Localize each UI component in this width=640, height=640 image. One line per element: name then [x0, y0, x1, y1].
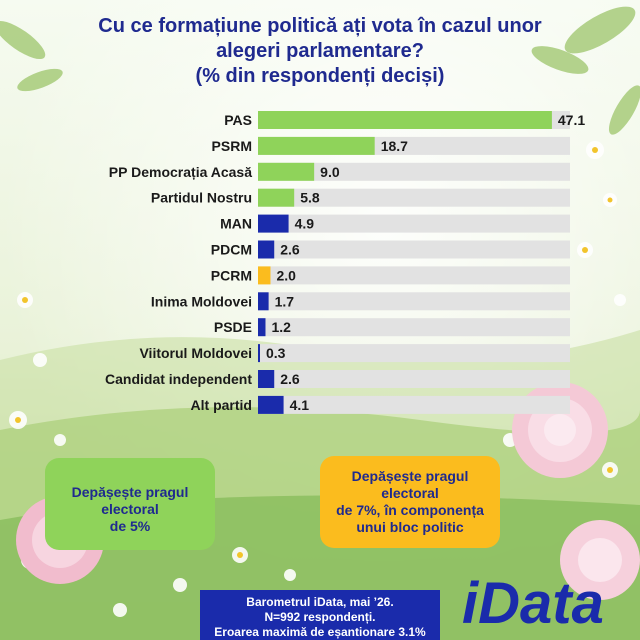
- data-label: 18.7: [381, 138, 408, 154]
- category-label: PCRM: [211, 267, 252, 283]
- bar-8: [258, 318, 266, 337]
- bar-9: [258, 344, 260, 363]
- bar-track: [258, 240, 570, 259]
- category-label: PP Democrația Acasă: [109, 164, 252, 180]
- bar-11: [258, 395, 284, 414]
- chart-title: Cu ce formațiune politică ați vota în ca…: [0, 14, 640, 89]
- bar-track: [258, 188, 570, 207]
- data-label: 4.9: [295, 216, 315, 232]
- data-label: 2.0: [276, 267, 296, 283]
- legend-orange-line-1: Depășește pragul: [351, 468, 469, 484]
- category-label: Partidul Nostru: [151, 190, 252, 206]
- category-label: PDCM: [211, 242, 252, 258]
- chart-title-line-2: alegeri parlamentare?: [216, 40, 424, 62]
- bar-track: [258, 370, 570, 388]
- footnote-line-3: Eroarea maximă de eșantionare 3.1%: [214, 625, 426, 639]
- bar-1: [258, 136, 375, 155]
- bar-5: [258, 240, 275, 259]
- data-label: 2.6: [280, 371, 300, 387]
- legend-orange-threshold-7: Depășește pragul electoral de 7%, în com…: [320, 456, 500, 548]
- data-label: 5.8: [300, 190, 320, 206]
- idata-logo: iData: [462, 571, 604, 635]
- footnote-line-2: N=992 respondenți.: [264, 610, 376, 624]
- bar-track: [258, 292, 570, 311]
- legend-green-line-1: Depășește pragul: [71, 484, 189, 500]
- legend-green-threshold-5: Depășește pragul electoral de 5%: [45, 458, 215, 550]
- data-label: 2.6: [280, 242, 300, 258]
- bar-track: [258, 318, 570, 337]
- category-label: MAN: [220, 216, 252, 232]
- data-label: 1.7: [275, 293, 295, 309]
- bar-0: [258, 111, 552, 129]
- bar-track: [258, 266, 570, 285]
- footnote-line-1: Barometrul iData, mai ’26.: [246, 595, 394, 609]
- data-label: 9.0: [320, 164, 340, 180]
- bar-10: [258, 370, 275, 388]
- bar-chart: PAS 47.1 PSRM 18.7 PP Democrația Acasă 9.0 Par…: [105, 111, 585, 414]
- data-label: 4.1: [290, 397, 310, 413]
- category-label: Inima Moldovei: [151, 293, 252, 309]
- legend-green-line-3: de 5%: [109, 518, 151, 534]
- bar-track: [258, 344, 570, 363]
- category-label: Alt partid: [191, 397, 252, 413]
- legend-green-line-2: electoral: [101, 501, 159, 517]
- data-label: 1.2: [271, 319, 291, 335]
- legend-orange-line-2: electoral: [381, 485, 439, 501]
- chart-title-line-3: (% din respondenți deciși): [195, 65, 445, 87]
- category-label: PAS: [224, 112, 252, 128]
- bar-6: [258, 266, 271, 285]
- bar-4: [258, 214, 289, 233]
- category-label: PSDE: [214, 319, 252, 335]
- bar-7: [258, 292, 269, 311]
- bar-3: [258, 188, 295, 207]
- chart-title-line-1: Cu ce formațiune politică ați vota în ca…: [98, 15, 542, 37]
- category-label: Candidat independent: [105, 371, 252, 387]
- bar-track: [258, 395, 570, 414]
- data-label: 47.1: [558, 112, 585, 128]
- category-label: PSRM: [212, 138, 252, 154]
- data-label: 0.3: [266, 345, 286, 361]
- bar-2: [258, 162, 315, 181]
- survey-footnote: Barometrul iData, mai ’26. N=992 respond…: [200, 590, 440, 640]
- legend-orange-line-4: unui bloc politic: [356, 519, 464, 535]
- bar-track: [258, 214, 570, 233]
- logo-wordmark: iData: [462, 571, 604, 635]
- bar-track: [258, 162, 570, 181]
- category-label: Viitorul Moldovei: [139, 345, 252, 361]
- legend-orange-line-3: de 7%, în componența: [336, 502, 484, 518]
